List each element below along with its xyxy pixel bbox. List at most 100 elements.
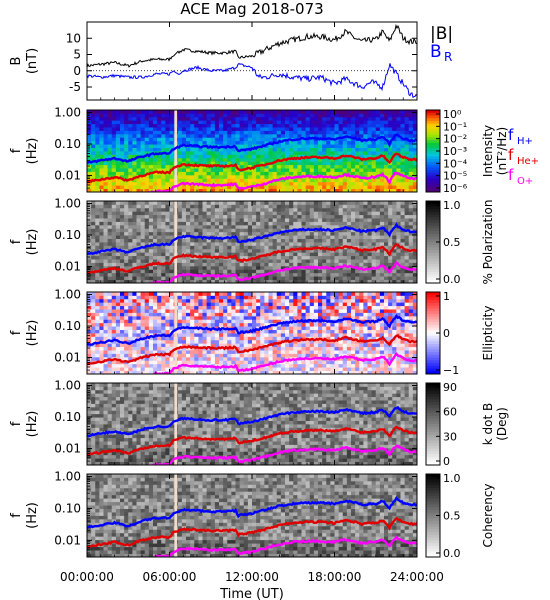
- y-tick-label: 0.10: [54, 319, 81, 333]
- x-axis: 00:00:00 06:00:00 12:00:00 18:00:00 24:00:00: [60, 22, 444, 584]
- gyrofrequency-fh: [87, 496, 417, 530]
- gyrofrequency-fo: [146, 352, 417, 374]
- gyrofrequency-fhe: [87, 334, 417, 366]
- y-tick-label: 5: [73, 48, 81, 62]
- x-tick-label: 12:00:00: [225, 570, 279, 584]
- colorbar-polarization: 1.0 0.5 0.0 % Polarization: [425, 199, 495, 286]
- y-tick-label: -5: [69, 80, 81, 94]
- colorbar-label: % Polarization: [481, 200, 495, 285]
- legend-label: f: [508, 126, 514, 144]
- y-axis-unit: (Hz): [25, 502, 40, 529]
- gyrofrequency-fo: [148, 444, 417, 465]
- gyrofrequency-fhe: [87, 243, 417, 274]
- colorbar-tick-label: 0: [443, 455, 450, 468]
- ylabel-ellipticity: f (Hz): [9, 320, 40, 347]
- y-axis-label: f: [9, 513, 24, 518]
- colorbar-tick-label: 0: [443, 327, 450, 340]
- y-tick-label: 1.00: [54, 470, 81, 484]
- ylabel-polarization: f (Hz): [9, 229, 40, 256]
- legend-gyrofrequencies: f H+f He+f O+: [508, 126, 539, 187]
- colorbar-label-group: k dot B (Deg): [481, 403, 509, 445]
- gyrofrequency-fh: [87, 133, 417, 164]
- y-tick-label: 0.01: [54, 260, 81, 274]
- colorbar-k-dot-b: 90 60 30 0 k dot B (Deg): [425, 381, 509, 468]
- colorbar-tick-label: 10⁻⁵: [443, 170, 467, 183]
- heatmap-ellipticity: [87, 292, 417, 374]
- colorbar-label: Intensity: [481, 125, 495, 177]
- colorbar-tick-label: 30: [443, 430, 457, 443]
- y-tick-label: 0.10: [54, 228, 81, 242]
- colorbar-tick-label: 0.0: [443, 547, 461, 560]
- y-tick-label: 0.01: [54, 169, 81, 183]
- colorbar-tick-label: 10⁻¹: [443, 120, 467, 133]
- x-tick-label: 18:00:00: [308, 570, 362, 584]
- x-tick-label: 06:00:00: [143, 570, 197, 584]
- colorbar-tick-label: 90: [443, 381, 457, 394]
- colorbar-label: k dot B: [481, 403, 495, 445]
- colorbar-coherency: 1.0 0.5 0.0 Coherency: [425, 472, 495, 560]
- legend-b-magnitude: |B|: [430, 24, 453, 44]
- heatmap-k-dot-b: [87, 383, 417, 465]
- data-gap: [174, 110, 178, 192]
- y-tick-label: 10: [66, 31, 81, 45]
- gyrofrequency-fh: [87, 405, 417, 438]
- y-tick-label: 0.01: [54, 533, 81, 547]
- colorbar-label: Ellipticity: [481, 306, 495, 361]
- legend-b-radial-sub: R: [444, 50, 452, 64]
- gyrofrequency-fo: [144, 535, 417, 557]
- panel-coherency: f (Hz) 1.00 0.10 0.01 1.0 0.5 0.0 Coherency: [9, 470, 495, 560]
- series-b-radial: [86, 62, 418, 99]
- colorbar-tick-label: 10⁻²: [443, 133, 467, 146]
- data-gap: [174, 474, 178, 557]
- gyrofrequency-fh: [87, 222, 417, 256]
- colorbar-tick-label: 10⁰: [443, 108, 462, 121]
- colorbar-tick-label: 1.0: [443, 472, 461, 485]
- colorbar-tick-label: 60: [443, 406, 457, 419]
- legend-label: f: [508, 146, 514, 164]
- x-tick-label: 00:00:00: [60, 570, 114, 584]
- colorbar-label-group: Intensity (nT²/Hz): [481, 125, 509, 177]
- colorbar-tick-label: 10⁻³: [443, 145, 467, 158]
- legend-sub: He+: [517, 156, 539, 167]
- colorbar-tick-label: 0.5: [443, 510, 461, 523]
- y-tick-label: 0.10: [54, 501, 81, 515]
- legend-label: f: [508, 166, 514, 184]
- ylabel-coherency: f (Hz): [9, 502, 40, 529]
- gyrofrequency-fhe: [87, 425, 417, 456]
- colorbar-tick-label: 0.0: [443, 273, 461, 286]
- chart-title: ACE Mag 2018-073: [180, 0, 323, 18]
- y-axis-label: B: [9, 57, 24, 66]
- y-tick-label: 0.01: [54, 351, 81, 365]
- colorbar-label-group: Ellipticity: [481, 306, 495, 361]
- heatmap-polarization: [87, 201, 417, 283]
- y-tick-label: 0.10: [54, 410, 81, 424]
- y-axis-unit: (Hz): [25, 411, 40, 438]
- y-axis-unit: (nT): [25, 48, 40, 74]
- ylabel-k-dot-b: f (Hz): [9, 411, 40, 438]
- y-tick-label: 0: [73, 64, 81, 78]
- gyrofrequency-fo: [144, 171, 417, 192]
- panel-polarization: f (Hz) 1.00 0.10 0.01 1.0 0.5 0.0 % Polarization: [9, 196, 495, 286]
- legend-sub: O+: [517, 176, 533, 187]
- legend-sub: H+: [517, 136, 533, 147]
- y-tick-label: 1.00: [54, 287, 81, 301]
- heatmap-coherency: [87, 474, 417, 557]
- ylabel-intensity: f (Hz): [9, 138, 40, 165]
- x-axis-label: Time (UT): [219, 587, 284, 600]
- legend-b-radial: B: [430, 42, 442, 62]
- gyrofrequency-fo: [147, 261, 417, 283]
- gyrofrequency-fhe: [87, 152, 417, 184]
- data-gap: [174, 383, 178, 465]
- x-tick-label: 24:00:00: [390, 570, 444, 584]
- colorbar-frame: [425, 382, 441, 466]
- y-tick-label: 0.10: [54, 137, 81, 151]
- gyrofrequency-fh: [87, 314, 417, 346]
- colorbar-tick-label: −1: [443, 364, 459, 377]
- ylabel-b-field: B (nT): [9, 48, 40, 74]
- y-axis-unit: (Hz): [25, 320, 40, 347]
- y-tick-label: 1.00: [54, 378, 81, 392]
- y-axis-label: f: [9, 239, 24, 244]
